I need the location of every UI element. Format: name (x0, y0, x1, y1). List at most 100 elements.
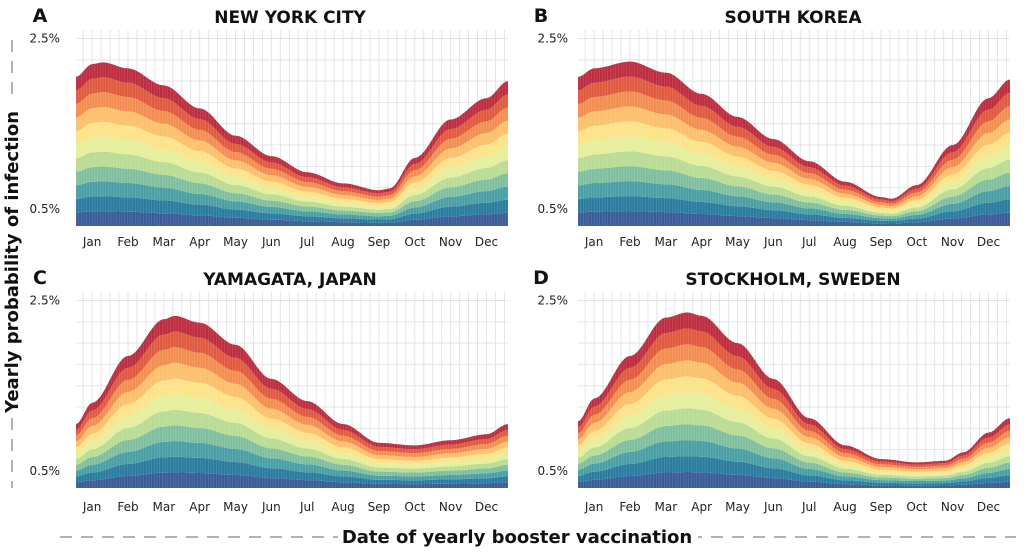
panel-letter: A (33, 5, 48, 27)
panel-title: YAMAGATA, JAPAN (202, 270, 377, 290)
y-tick-label: 2.5% (538, 294, 569, 308)
area-band-11 (578, 61, 1010, 202)
x-tick-label: Jun (261, 500, 281, 514)
x-tick-label: Oct (404, 235, 425, 249)
panel-title: NEW YORK CITY (214, 8, 366, 28)
area-band-6 (76, 394, 508, 469)
x-tick-label: Nov (941, 500, 964, 514)
area-band-2 (578, 196, 1010, 224)
chart-panel-d: Jan Feb Mar Apr May Jun Jul Aug Sep Oct Nov Dec 2.5%… (533, 267, 1011, 514)
x-tick-label: Aug (833, 500, 856, 514)
x-tick-label: May (725, 500, 750, 514)
area-band-3 (76, 181, 508, 220)
panels-container: Jan Feb Mar Apr May Jun Jul Aug Sep Oct Nov Dec 2.5%… (30, 5, 1011, 514)
area-band-7 (76, 121, 508, 207)
x-tick-label: Nov (439, 235, 462, 249)
x-tick-label: Feb (619, 235, 640, 249)
panel-letter: D (533, 267, 549, 289)
x-tick-label: Nov (439, 500, 462, 514)
x-tick-label: Mar (655, 500, 678, 514)
chart-panel-c: Jan Feb Mar Apr May Jun Jul Aug Sep Oct Nov Dec 2.5%… (30, 267, 509, 514)
panel-title: STOCKHOLM, SWEDEN (685, 270, 900, 290)
area-band-8 (76, 107, 508, 204)
x-tick-label: Aug (331, 235, 354, 249)
area-bands (578, 61, 1010, 226)
x-tick-label: Apr (189, 235, 210, 249)
area-band-1 (578, 211, 1010, 226)
x-tick-label: Jan (584, 500, 604, 514)
x-tick-label: Apr (691, 235, 712, 249)
area-band-6 (578, 136, 1010, 214)
y-tick-label: 0.5% (538, 464, 569, 478)
x-tick-label: Apr (189, 500, 210, 514)
y-tick-label: 0.5% (30, 202, 61, 216)
area-band-2 (578, 456, 1010, 486)
x-tick-label: Jan (82, 235, 102, 249)
x-tick-label: Jul (299, 500, 314, 514)
area-band-5 (578, 151, 1010, 217)
area-stripes (577, 61, 1011, 226)
x-tick-label: Dec (475, 500, 498, 514)
x-tick-label: Aug (331, 500, 354, 514)
area-bands (76, 62, 508, 226)
area-band-9 (578, 91, 1010, 207)
area-band-4 (578, 424, 1010, 481)
x-tick-label: Mar (153, 235, 176, 249)
area-band-5 (76, 151, 508, 213)
x-tick-label: Oct (906, 500, 927, 514)
area-stripes (75, 315, 509, 488)
area-stripes (75, 62, 509, 226)
y-tick-label: 2.5% (538, 32, 569, 46)
x-tick-label: Mar (153, 500, 176, 514)
area-band-4 (76, 166, 508, 217)
x-tick-label: May (725, 235, 750, 249)
x-tick-label: Aug (833, 235, 856, 249)
area-band-4 (76, 425, 508, 477)
x-tick-label: Jun (763, 235, 783, 249)
area-band-7 (578, 121, 1010, 212)
x-tick-label: Jul (801, 500, 816, 514)
area-stripes (577, 312, 1011, 488)
area-band-3 (578, 181, 1010, 221)
x-tick-label: Mar (655, 235, 678, 249)
panel-letter: B (534, 5, 548, 27)
area-band-6 (76, 136, 508, 210)
x-tick-label: Feb (117, 235, 138, 249)
x-tick-label: May (223, 500, 248, 514)
x-tick-label: Feb (619, 500, 640, 514)
x-tick-label: Jan (82, 500, 102, 514)
x-tick-label: Apr (691, 500, 712, 514)
x-tick-label: Sep (870, 235, 893, 249)
x-tick-label: Feb (117, 500, 138, 514)
area-band-8 (578, 106, 1010, 209)
chart-panel-a: Jan Feb Mar Apr May Jun Jul Aug Sep Oct Nov Dec 2.5%… (30, 5, 509, 249)
y-tick-label: 2.5% (30, 32, 61, 46)
x-tick-label: Dec (475, 235, 498, 249)
area-band-5 (578, 408, 1010, 479)
area-band-2 (76, 456, 508, 485)
x-tick-label: Jul (801, 235, 816, 249)
x-tick-label: Sep (368, 500, 391, 514)
y-tick-label: 0.5% (538, 202, 569, 216)
area-band-3 (578, 440, 1010, 484)
x-tick-label: Sep (870, 500, 893, 514)
y-axis-title: Yearly probability of infection (2, 111, 23, 414)
area-band-4 (578, 166, 1010, 219)
panel-letter: C (33, 267, 47, 289)
y-tick-label: 0.5% (30, 464, 61, 478)
area-band-1 (578, 472, 1010, 488)
y-axis-title-group: Yearly probability of infection (2, 40, 24, 488)
x-tick-label: Dec (977, 235, 1000, 249)
area-band-6 (578, 392, 1010, 477)
x-tick-label: Jun (763, 500, 783, 514)
x-tick-label: Sep (368, 235, 391, 249)
area-bands (578, 312, 1010, 488)
area-bands (76, 315, 508, 488)
x-tick-label: Jun (261, 235, 281, 249)
area-band-9 (76, 92, 508, 200)
x-tick-label: Jan (584, 235, 604, 249)
area-band-10 (76, 77, 508, 197)
x-tick-label: Oct (404, 500, 425, 514)
x-tick-label: May (223, 235, 248, 249)
